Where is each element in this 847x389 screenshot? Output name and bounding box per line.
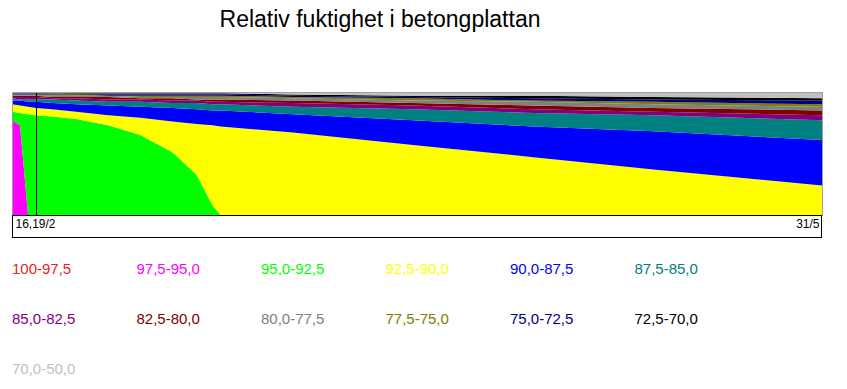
- html-text:80,0-77,5: 80,0-77,5: [261, 310, 325, 327]
- html-text:87,5-85,0: 87,5-85,0: [634, 260, 698, 277]
- html-text:75,0-72,5: 75,0-72,5: [510, 310, 574, 327]
- html-text:100-97,5: 100-97,5: [12, 260, 72, 277]
- html-text:77,5-75,0: 77,5-75,0: [385, 310, 449, 327]
- svg-text:16,19/2: 16,19/2: [16, 217, 56, 231]
- html-text:92,5-90,0: 92,5-90,0: [385, 260, 449, 277]
- html-text:85,0-82,5: 85,0-82,5: [12, 310, 76, 327]
- html-text:97,5-95,0: 97,5-95,0: [136, 260, 200, 277]
- svg-text:31/5: 31/5: [796, 217, 820, 231]
- html-text:70,0-50,0: 70,0-50,0: [12, 360, 76, 377]
- html-text:95,0-92,5: 95,0-92,5: [261, 260, 325, 277]
- html-text:82,5-80,0: 82,5-80,0: [136, 310, 200, 327]
- html-text:72,5-70,0: 72,5-70,0: [634, 310, 698, 327]
- html-text:90,0-87,5: 90,0-87,5: [510, 260, 574, 277]
- html-text:Relativ fuktighet i betongplat: Relativ fuktighet i betongplattan: [219, 6, 541, 32]
